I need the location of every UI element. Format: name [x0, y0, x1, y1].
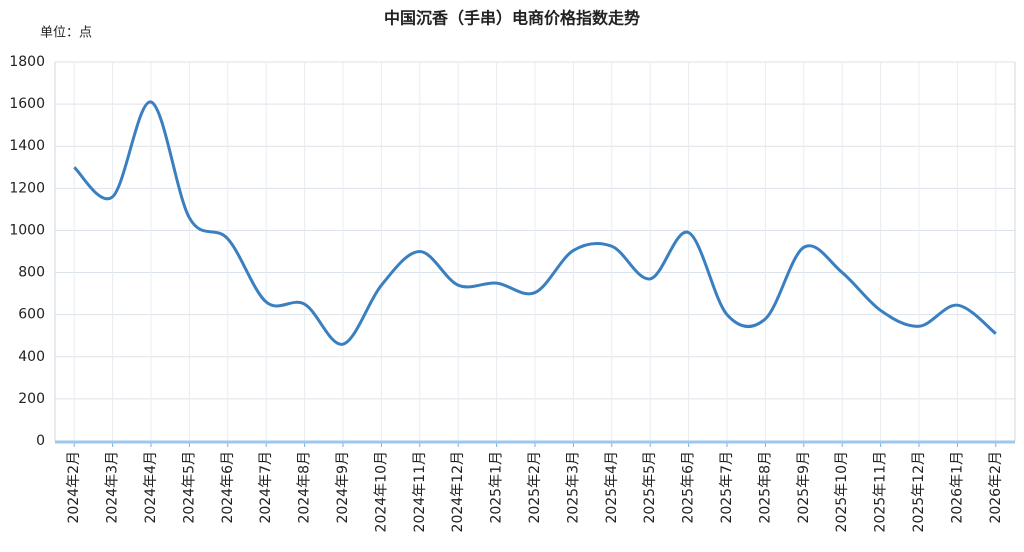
x-tick-label: 2025年7月 [719, 451, 735, 524]
x-tick-label: 2025年11月 [873, 451, 889, 532]
x-tick-label: 2025年8月 [757, 451, 773, 524]
x-tick-label: 2024年7月 [258, 451, 274, 524]
chart-title: 中国沉香（手串）电商价格指数走势 [384, 9, 640, 28]
x-tick-label: 2024年4月 [143, 451, 159, 524]
line-series [73, 100, 997, 346]
x-tick-label: 2025年3月 [565, 451, 581, 524]
x-tick-label: 2024年5月 [181, 451, 197, 524]
x-tick-label: 2024年2月 [66, 451, 82, 524]
x-tick-label: 2025年12月 [911, 451, 927, 532]
x-tick-label: 2025年9月 [796, 451, 812, 524]
x-tick-label: 2026年2月 [988, 451, 1004, 524]
x-tick-label: 2024年10月 [373, 451, 389, 532]
x-tick-label: 2025年1月 [489, 451, 505, 524]
x-tick-label: 2024年9月 [335, 451, 351, 524]
x-tick-label: 2025年10月 [834, 451, 850, 532]
x-tick-label: 2025年2月 [527, 451, 543, 524]
y-tick-label: 600 [18, 307, 45, 323]
y-tick-label: 1800 [9, 54, 45, 70]
x-tick-label: 2024年6月 [220, 451, 236, 524]
y-tick-label: 1600 [9, 96, 45, 112]
x-tick-label: 2025年4月 [604, 451, 620, 524]
x-tick-label: 2024年12月 [450, 451, 466, 532]
y-tick-label: 1200 [9, 180, 45, 196]
unit-label: 单位：点 [40, 26, 92, 41]
x-tick-label: 2026年1月 [949, 451, 965, 524]
y-tick-label: 1400 [9, 138, 45, 154]
x-tick-label: 2025年6月 [681, 451, 697, 524]
y-tick-label: 0 [36, 433, 45, 449]
x-tick-label: 2025年5月 [642, 451, 658, 524]
x-tick-label: 2024年11月 [412, 451, 428, 532]
y-tick-label: 800 [18, 265, 45, 281]
y-tick-label: 200 [18, 391, 45, 407]
y-tick-label: 400 [18, 349, 45, 365]
x-tick-label: 2024年8月 [297, 451, 313, 524]
y-tick-label: 1000 [9, 222, 45, 238]
x-tick-label: 2024年3月 [105, 451, 121, 524]
